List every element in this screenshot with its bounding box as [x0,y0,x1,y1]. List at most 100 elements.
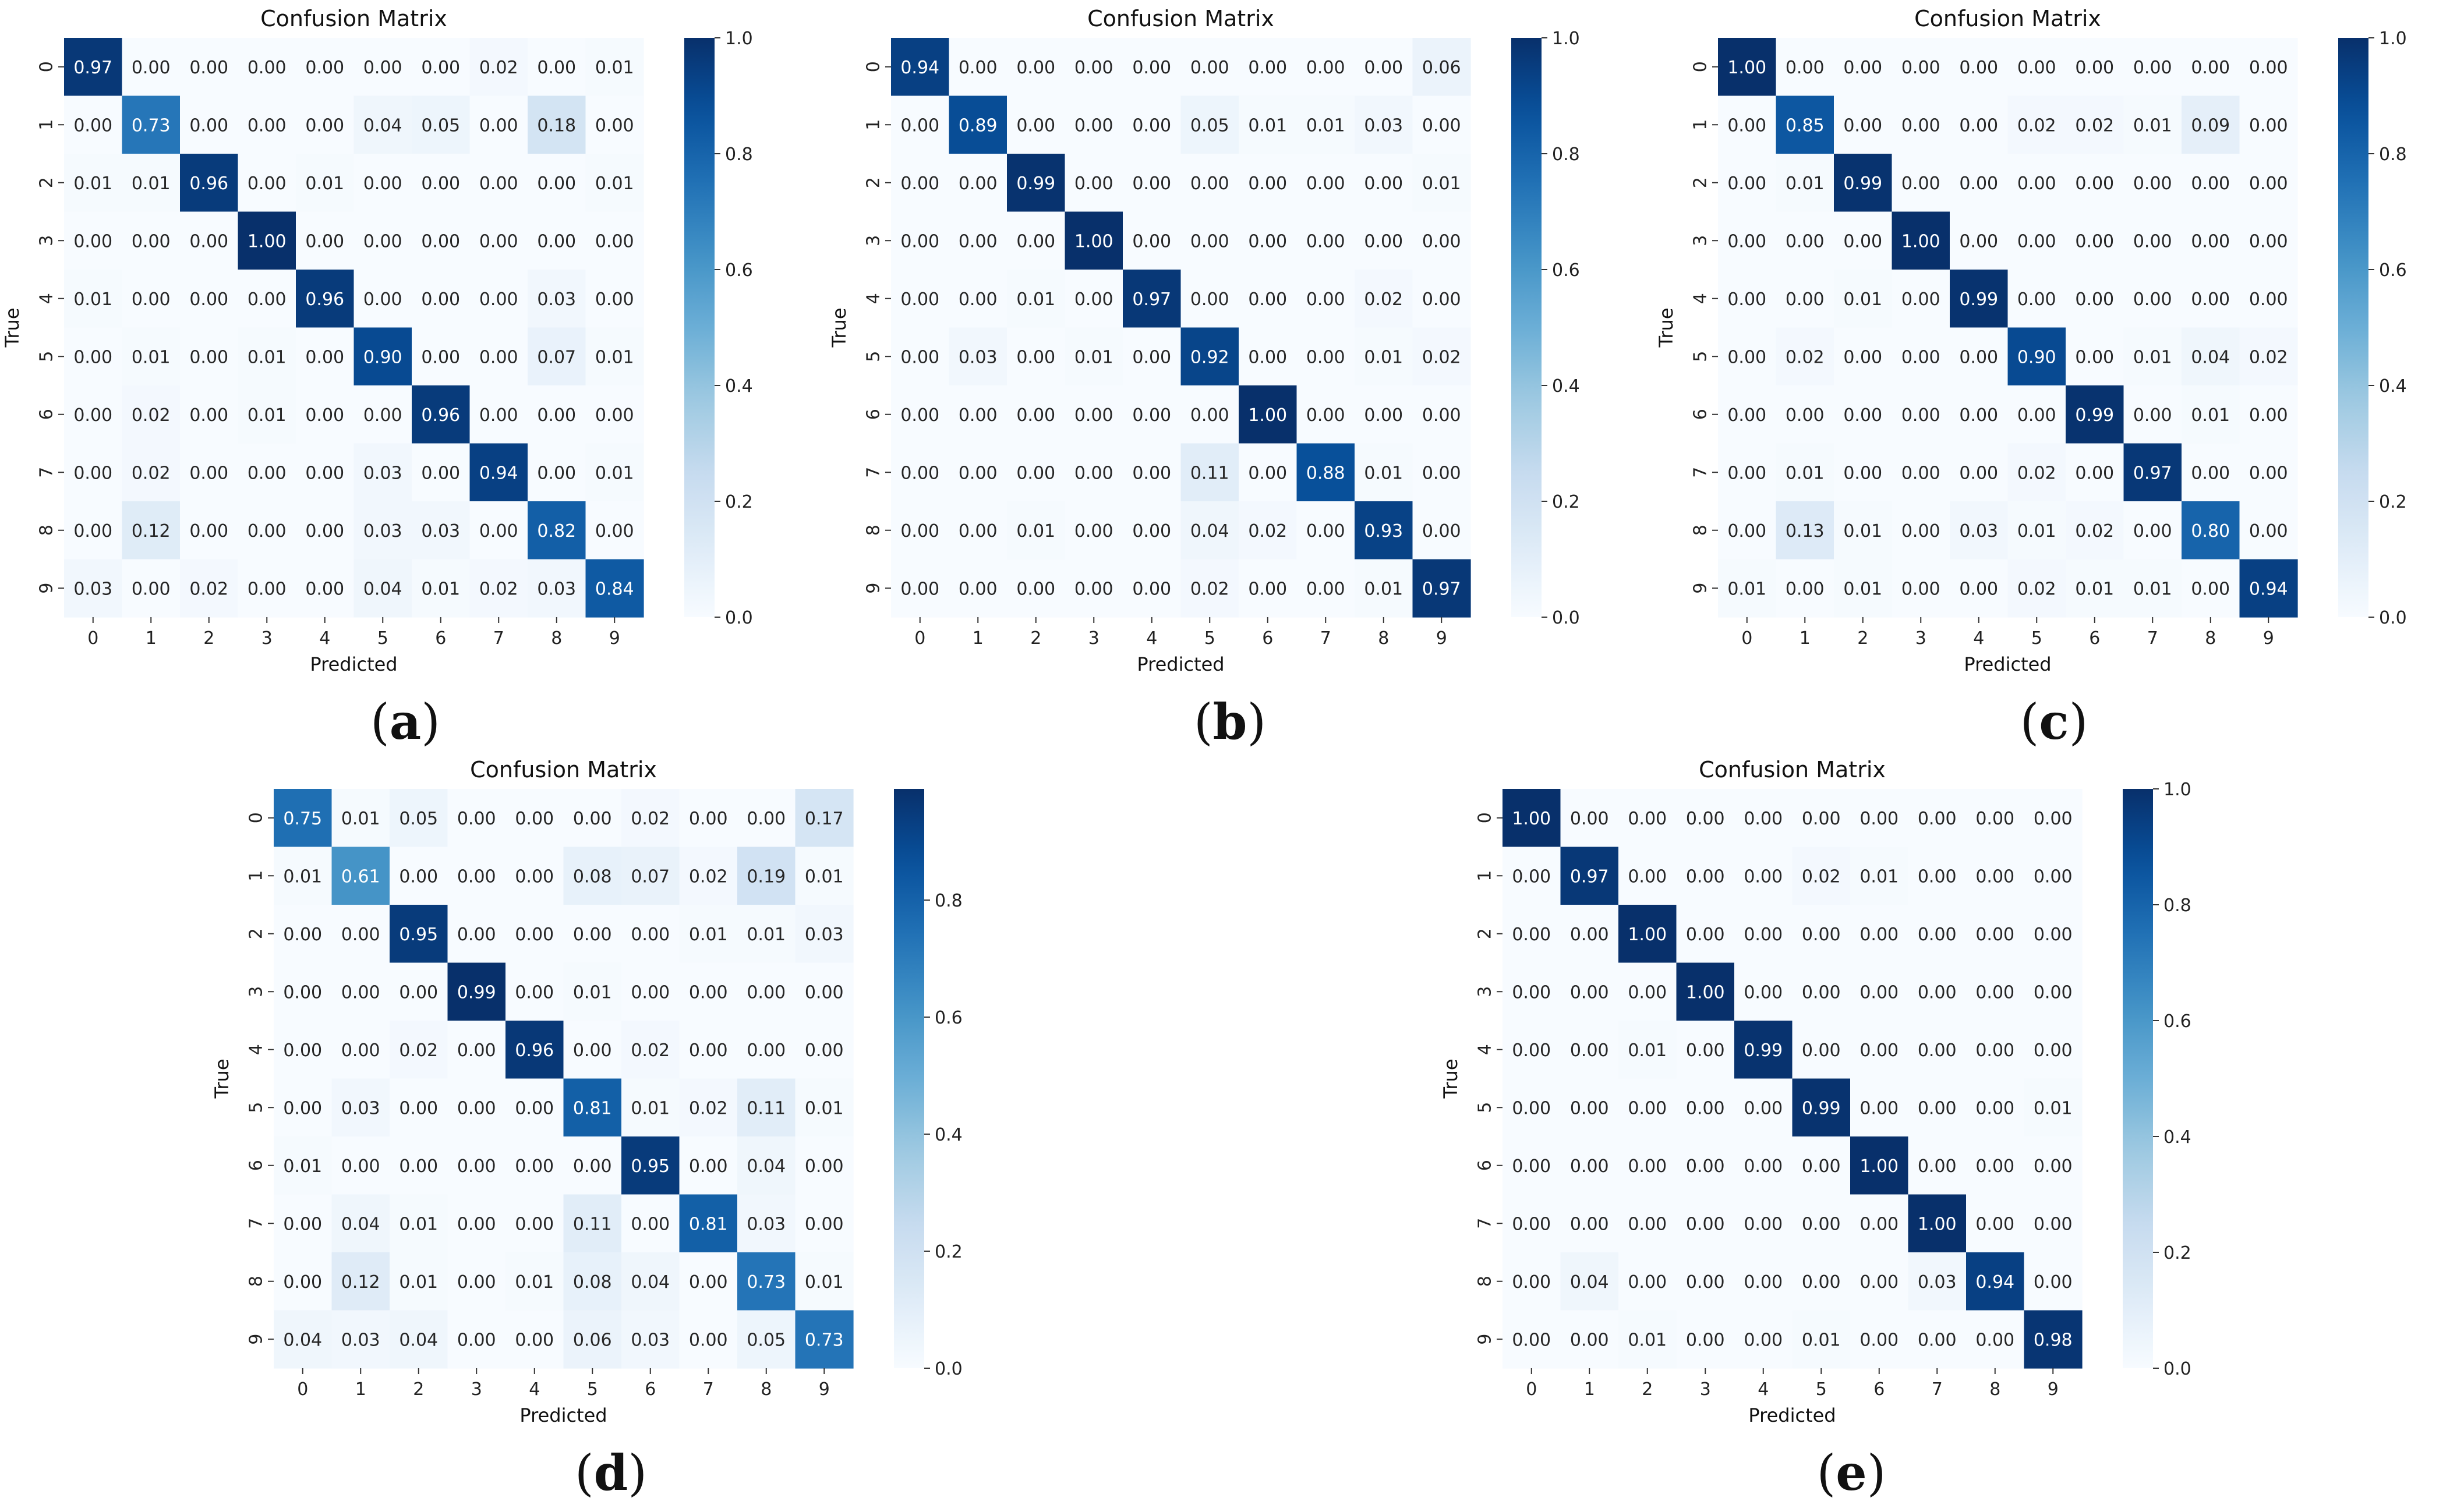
cell-value-label: 0.00 [1132,115,1171,136]
cell-value-label: 0.96 [189,173,228,194]
cell-value-label: 0.01 [1843,579,1882,599]
colorbar-tick-label: 1.0 [1552,29,1580,49]
cell-value-label: 0.01 [2034,1098,2073,1118]
heatmap-cell [412,154,471,213]
heatmap-cell [1180,211,1239,270]
cell-value-label: 0.17 [805,809,844,829]
colorbar-tick-label: 0.6 [725,260,753,281]
x-tick-label: 3 [261,628,273,649]
heatmap-cell [737,1136,796,1195]
cell-value-label: 0.01 [421,579,460,599]
cell-value-label: 0.00 [1727,173,1766,194]
cell-value-label: 0.01 [1364,347,1403,367]
heatmap-cell [1776,385,1834,444]
y-tick-label: 7 [1691,467,1711,478]
cell-value-label: 0.00 [1918,809,1957,829]
cell-value-label: 0.18 [537,115,576,136]
heatmap-cell [621,847,680,905]
cell-value-label: 0.00 [283,1040,322,1061]
cell-value-label: 0.00 [479,231,518,252]
heatmap-cell [1503,962,1561,1021]
cell-value-label: 0.00 [1918,1330,1957,1350]
heatmap-cell [1908,1078,1967,1137]
cell-value-label: 0.00 [1901,347,1940,367]
cell-value-label: 0.01 [2075,579,2114,599]
heatmap-cell [1950,443,2009,502]
cell-value-label: 0.00 [1843,347,1882,367]
cell-value-label: 0.00 [515,982,554,1003]
heatmap-cell [1966,1021,2025,1079]
cell-value-label: 0.00 [595,231,634,252]
cell-value-label: 0.00 [747,982,786,1003]
cell-value-label: 0.00 [1016,463,1055,483]
cell-value-label: 0.99 [2075,405,2114,426]
heatmap-cell [2066,559,2124,618]
cell-value-label: 0.00 [1364,231,1403,252]
cell-value-label: 0.00 [959,173,998,194]
cell-value-label: 1.00 [1918,1214,1957,1234]
heatmap-cell [737,1194,796,1253]
heatmap-cell [1950,559,2009,618]
heatmap-cell [505,1310,564,1369]
cell-value-label: 0.00 [132,231,171,252]
cell-value-label: 0.00 [900,115,939,136]
cell-value-label: 0.00 [1959,579,1998,599]
heatmap-cell [1850,962,1909,1021]
heatmap-cell [1355,559,1413,618]
heatmap-cell [1776,327,1834,386]
cell-value-label: 0.00 [805,1156,844,1177]
heatmap-cell [891,95,950,154]
cell-value-label: 0.00 [1686,1040,1725,1061]
heatmap-cell [1718,211,1777,270]
cell-value-label: 0.00 [1074,579,1113,599]
heatmap-cell [1734,1194,1793,1253]
y-axis-label: True [828,308,850,348]
cell-value-label: 0.00 [1727,521,1766,541]
heatmap-cell [1908,1021,1967,1079]
cell-value-label: 0.00 [1918,866,1957,887]
heatmap-cell [2066,443,2124,502]
heatmap-cell [2123,501,2182,560]
heatmap-cell [1892,154,1950,213]
cell-value-label: 0.03 [73,579,112,599]
heatmap-cell [274,1194,333,1253]
cell-value-label: 0.00 [1901,58,1940,78]
x-tick-label: 8 [761,1379,772,1400]
heatmap-cell [1950,501,2009,560]
cell-value-label: 0.00 [1132,405,1171,426]
cell-value-label: 0.99 [1802,1098,1841,1118]
cell-value-label: 0.01 [747,925,786,945]
heatmap-cell [447,847,506,905]
heatmap-cell [2007,559,2066,618]
cell-value-label: 0.00 [457,1330,496,1350]
cell-value-label: 0.00 [1975,1214,2014,1234]
heatmap-cell [679,905,738,964]
cell-value-label: 0.02 [2017,463,2056,483]
x-tick-label: 2 [413,1379,424,1400]
cell-value-label: 0.00 [1570,925,1609,945]
heatmap-cell [1355,270,1413,328]
cell-value-label: 0.00 [283,982,322,1003]
heatmap-cell [563,789,622,848]
cell-value-label: 0.00 [2075,463,2114,483]
cell-value-label: 0.01 [73,173,112,194]
heatmap-cell [563,847,622,905]
heatmap-cell [2066,501,2124,560]
heatmap-cell [585,38,644,97]
cell-value-label: 0.92 [1190,347,1229,367]
x-axis-label: Predicted [1748,1404,1836,1426]
x-tick-label: 2 [1857,628,1868,649]
cell-value-label: 0.02 [2017,115,2056,136]
heatmap-cell [390,1021,448,1079]
cell-value-label: 0.00 [399,866,438,887]
cell-value-label: 0.01 [689,925,728,945]
cell-value-label: 0.00 [457,866,496,887]
heatmap-cell [1966,1252,2025,1311]
heatmap-cell [1503,1021,1561,1079]
cell-value-label: 0.01 [1628,1330,1667,1350]
cell-value-label: 0.00 [457,1040,496,1061]
heatmap-cell [353,38,412,97]
heatmap-cell [353,559,412,618]
heatmap-cell [1718,443,1777,502]
